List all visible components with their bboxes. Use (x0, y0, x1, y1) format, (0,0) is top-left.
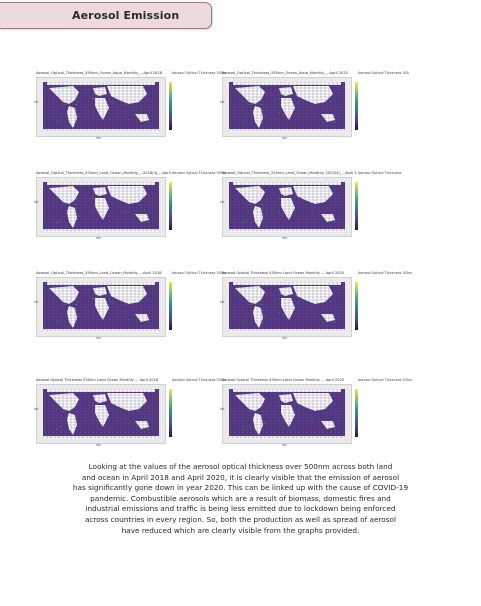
map-graphic (43, 389, 159, 439)
figure-title: Aerosol_Optical_Thickness_550nm_Land_Oce… (222, 171, 357, 175)
figure-title: Aerosol_Optical_Thickness_550nm_Land_Oce… (36, 271, 162, 275)
x-axis-label: lon (96, 236, 102, 240)
colorbar (169, 182, 172, 230)
aerosol-map-figure: Aerosol Optical Thickness 550nm Land Oce… (220, 270, 412, 342)
aerosol-map-figure: Aerosol Optical Thickness 550nm Land Oce… (220, 377, 412, 449)
colorbar-title: Aerosol Optical Thickness 550nm (172, 271, 226, 275)
figure-title: Aerosol_Optical_Thickness_550nm_Ocean_Aq… (36, 71, 162, 75)
aerosol-map-figure: Aerosol_Optical_Thickness_550nm_Land_Oce… (34, 270, 226, 342)
map-graphic (229, 182, 345, 232)
y-axis-label: lat (220, 200, 225, 204)
figure-title: Aerosol_Optical_Thickness_550nm_Land_Oce… (36, 171, 171, 175)
colorbar (355, 82, 358, 130)
y-axis-label: lat (220, 407, 225, 411)
aerosol-map-figure: Aerosol_Optical_Thickness_550nm_Land_Oce… (34, 170, 226, 242)
y-axis-label: lat (220, 100, 225, 104)
x-axis-label: lon (282, 136, 288, 140)
colorbar-title: Aerosol Optical Thickness 550nm (172, 171, 226, 175)
map-graphic (43, 182, 159, 232)
description-paragraph: Looking at the values of the aerosol opt… (0, 462, 481, 536)
y-axis-label: lat (34, 100, 39, 104)
figure-title: Aerosol Optical Thickness 550nm Land Oce… (222, 271, 345, 275)
aerosol-map-figure: Aerosol Optical Thickness 550nm Land Oce… (34, 377, 226, 449)
x-axis-label: lon (96, 336, 102, 340)
section-title-tab: Aerosol Emission (0, 2, 212, 29)
x-axis-label: lon (96, 443, 102, 447)
map-graphic (43, 282, 159, 332)
world-map (36, 384, 166, 444)
colorbar (169, 389, 172, 437)
aerosol-map-figure: Aerosol_Optical_Thickness_550nm_Ocean_Aq… (34, 70, 226, 142)
page-title: Aerosol Emission (72, 9, 180, 22)
y-axis-label: lat (34, 200, 39, 204)
y-axis-label: lat (220, 300, 225, 304)
description-line: pandemic. Combustible aerosols which are… (90, 493, 391, 503)
map-graphic (43, 82, 159, 132)
world-map (222, 277, 352, 337)
description-line: Looking at the values of the aerosol opt… (88, 462, 393, 471)
description-line: and ocean in April 2018 and April 2020, … (81, 472, 400, 482)
x-axis-label: lon (282, 443, 288, 447)
description-line: has significantly gone down in year 2020… (72, 483, 409, 493)
colorbar (355, 282, 358, 330)
colorbar-title: Aerosol Optical Thickness 550nm (358, 378, 412, 382)
colorbar-title: Aerosol Optical Thickness 550nm (172, 378, 226, 382)
aerosol-map-figure: Aerosol_Optical_Thickness_550nm_Ocean_Aq… (220, 70, 412, 142)
x-axis-label: lon (282, 336, 288, 340)
colorbar-title: Aerosol Optical Thickness (358, 171, 402, 175)
colorbar-title: Aerosol Optical Thickness 550nm (358, 271, 412, 275)
figure-title: Aerosol Optical Thickness 550nm Land Oce… (222, 378, 345, 382)
x-axis-label: lon (96, 136, 102, 140)
map-graphic (229, 282, 345, 332)
world-map (222, 384, 352, 444)
world-map (36, 277, 166, 337)
y-axis-label: lat (34, 407, 39, 411)
description-line: across countries in every region. So, bo… (84, 514, 397, 524)
colorbar (169, 282, 172, 330)
map-graphic (229, 389, 345, 439)
world-map (222, 77, 352, 137)
x-axis-label: lon (282, 236, 288, 240)
figure-title: Aerosol Optical Thickness 550nm Land Oce… (36, 378, 159, 382)
colorbar (355, 182, 358, 230)
colorbar (169, 82, 172, 130)
aerosol-map-figure: Aerosol_Optical_Thickness_550nm_Land_Oce… (220, 170, 412, 242)
colorbar-title: Aerosol Optical Thickness 550nm (172, 71, 226, 75)
world-map (36, 177, 166, 237)
colorbar-title: Aerosol Optical Thickness 550 (358, 71, 409, 75)
world-map (36, 77, 166, 137)
colorbar (355, 389, 358, 437)
y-axis-label: lat (34, 300, 39, 304)
description-line: industrial emissions and traffic is bein… (85, 504, 396, 514)
description-line: have reduced which are clearly visible f… (121, 525, 360, 535)
world-map (222, 177, 352, 237)
map-graphic (229, 82, 345, 132)
figure-title: Aerosol_Optical_Thickness_550nm_Ocean_Aq… (222, 71, 348, 75)
